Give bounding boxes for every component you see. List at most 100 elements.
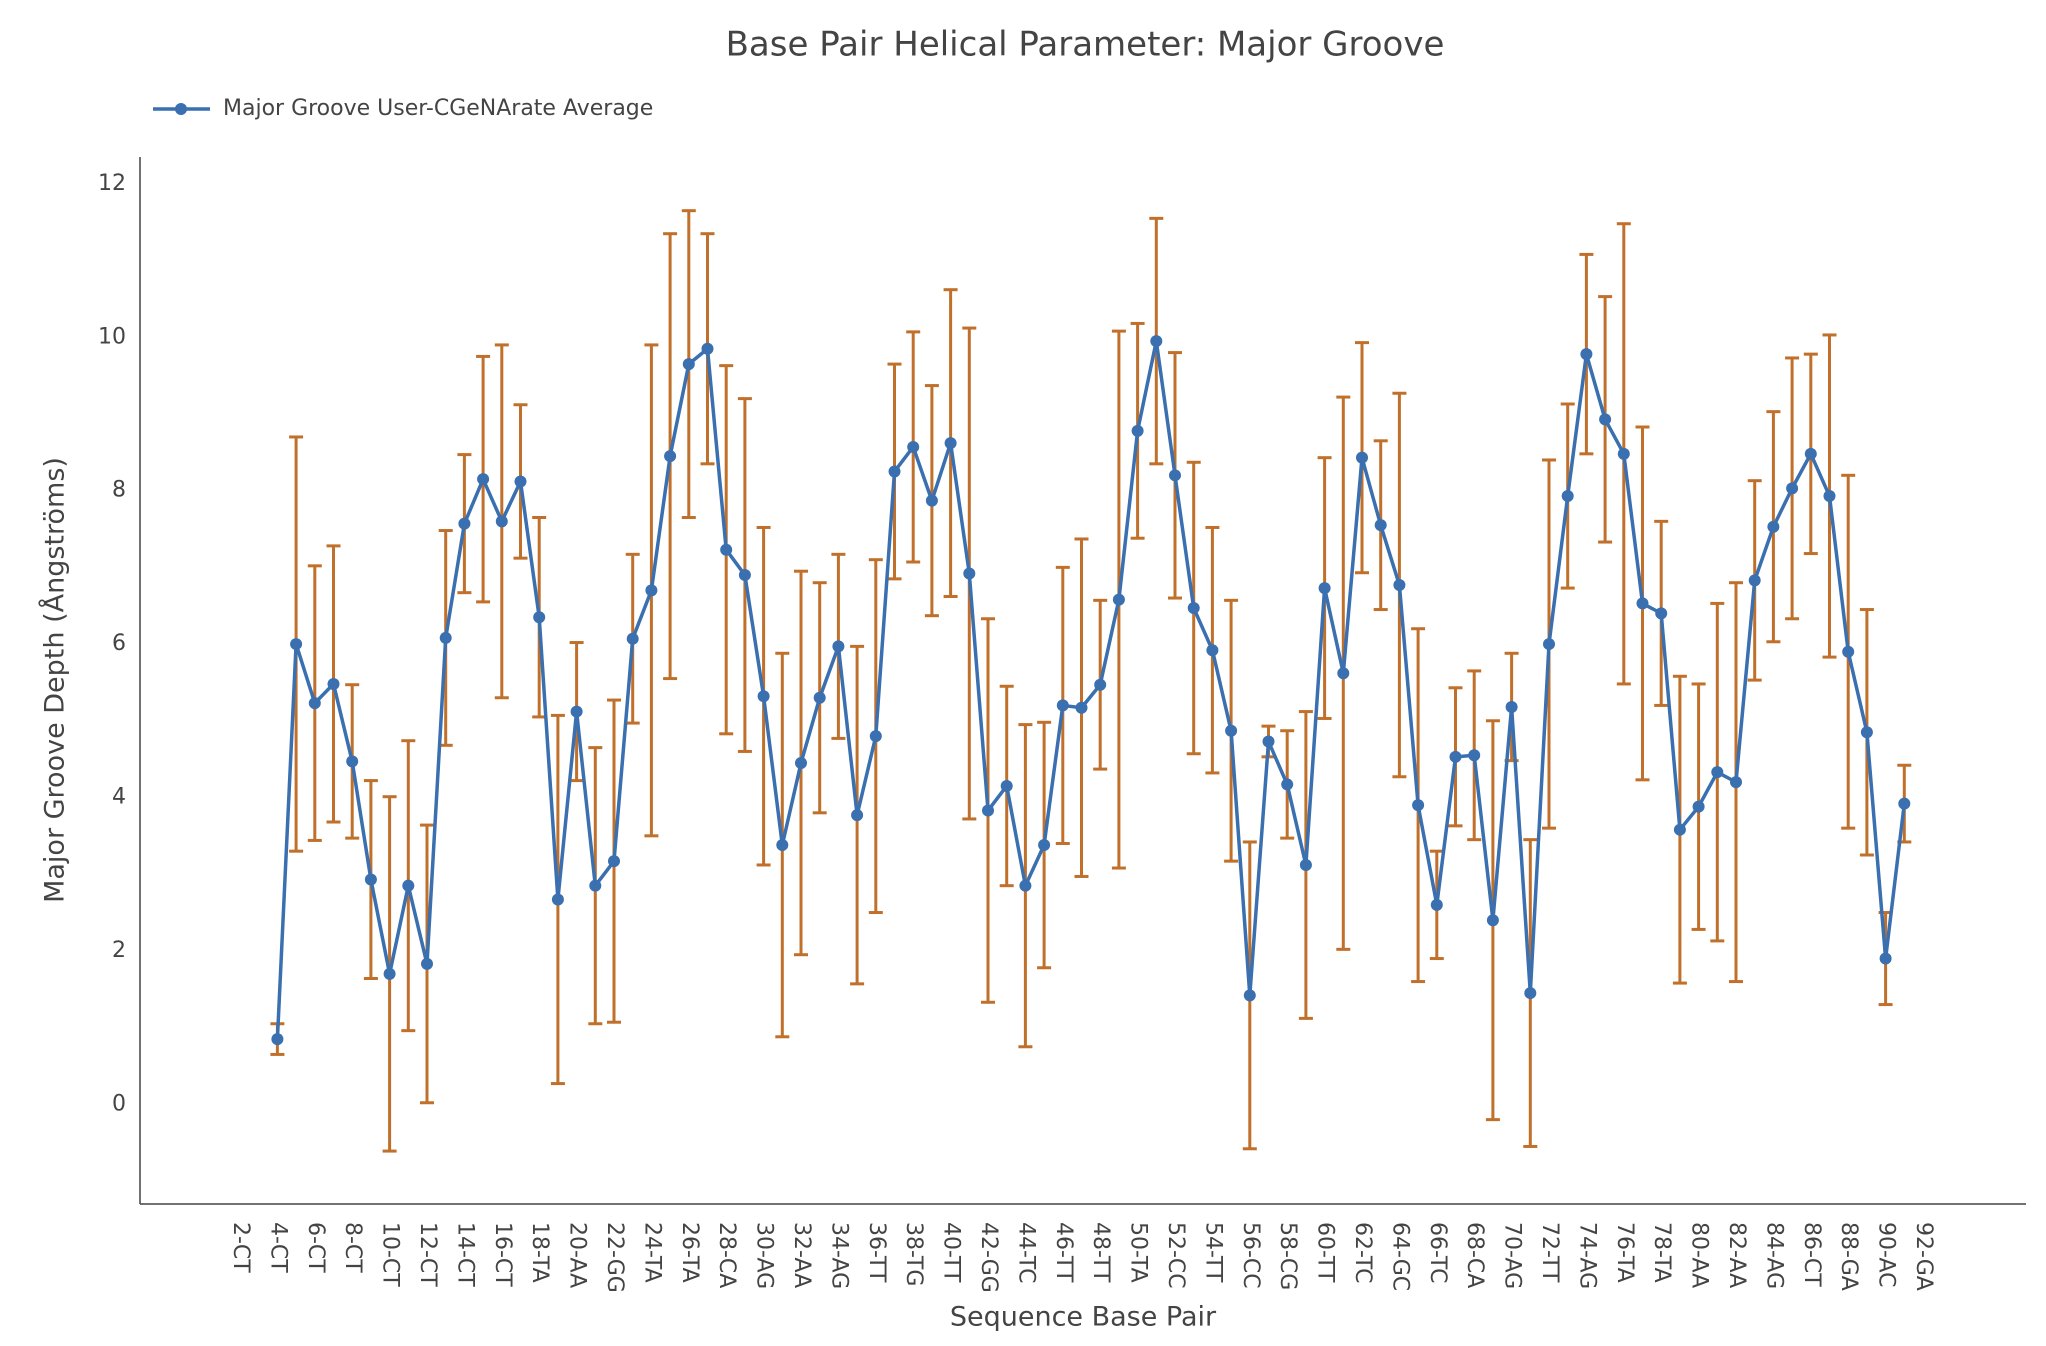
x-tick-label: 22-GG bbox=[602, 1222, 627, 1293]
x-tick-label: 52-CC bbox=[1163, 1222, 1188, 1289]
x-tick-label: 34-AG bbox=[826, 1222, 851, 1289]
chart-title: Base Pair Helical Parameter: Major Groov… bbox=[726, 25, 1445, 65]
x-tick-label: 74-AG bbox=[1574, 1222, 1599, 1289]
x-tick-label: 72-TT bbox=[1537, 1222, 1562, 1283]
data-point bbox=[944, 437, 957, 450]
data-point bbox=[813, 691, 826, 704]
data-point bbox=[888, 465, 901, 478]
data-point bbox=[664, 450, 677, 463]
data-point bbox=[570, 705, 583, 718]
x-tick-label: 18-TA bbox=[527, 1222, 552, 1283]
y-tick-label: 4 bbox=[112, 784, 126, 809]
data-point bbox=[1711, 766, 1724, 779]
data-point bbox=[1299, 858, 1312, 871]
data-point bbox=[1056, 699, 1069, 712]
data-point bbox=[421, 957, 433, 970]
y-tick-label: 0 bbox=[112, 1091, 126, 1116]
data-point bbox=[869, 730, 882, 743]
data-point bbox=[1112, 593, 1125, 606]
data-point bbox=[1673, 823, 1686, 836]
data-point bbox=[1187, 602, 1200, 615]
x-tick-label: 4-CT bbox=[265, 1222, 290, 1273]
data-point bbox=[439, 631, 452, 644]
data-point bbox=[645, 584, 658, 597]
data-point bbox=[1206, 644, 1219, 657]
data-point bbox=[1561, 490, 1574, 503]
data-point bbox=[1374, 519, 1387, 532]
x-tick-label: 82-AA bbox=[1724, 1222, 1749, 1288]
data-point bbox=[1599, 413, 1612, 426]
x-tick-label: 48-TT bbox=[1088, 1222, 1113, 1283]
x-tick-label: 84-AG bbox=[1761, 1222, 1786, 1289]
y-tick-label: 8 bbox=[112, 478, 126, 503]
data-point bbox=[1262, 735, 1275, 748]
data-point bbox=[308, 697, 321, 710]
data-point bbox=[720, 543, 733, 556]
data-point bbox=[1898, 797, 1911, 810]
x-tick-label: 80-AA bbox=[1687, 1222, 1712, 1288]
x-tick-label: 14-CT bbox=[452, 1222, 477, 1287]
data-point bbox=[738, 569, 751, 582]
data-point bbox=[757, 690, 770, 703]
data-point bbox=[1075, 701, 1088, 714]
x-tick-label: 42-GG bbox=[976, 1222, 1001, 1293]
data-point bbox=[1449, 750, 1462, 763]
x-tick-label: 78-TA bbox=[1649, 1222, 1674, 1283]
data-point bbox=[1505, 700, 1518, 713]
data-point bbox=[1823, 490, 1836, 503]
x-tick-label: 16-CT bbox=[490, 1222, 515, 1287]
data-point bbox=[271, 1033, 284, 1046]
x-tick-label: 38-TG bbox=[901, 1222, 926, 1286]
x-tick-label: 58-CG bbox=[1275, 1222, 1300, 1290]
y-tick-label: 2 bbox=[112, 938, 126, 963]
data-point bbox=[1412, 799, 1425, 812]
y-tick-label: 12 bbox=[98, 171, 126, 196]
x-tick-label: 54-TT bbox=[1200, 1222, 1225, 1283]
data-point bbox=[832, 640, 845, 653]
x-tick-label: 88-GA bbox=[1836, 1222, 1861, 1291]
data-point bbox=[1730, 776, 1742, 789]
x-tick-label: 46-TT bbox=[1051, 1222, 1076, 1283]
x-tick-label: 62-TC bbox=[1350, 1222, 1375, 1283]
x-tick-label: 10-CT bbox=[378, 1222, 403, 1287]
data-point bbox=[1430, 898, 1443, 911]
data-point bbox=[1767, 520, 1780, 533]
x-tick-label: 66-TC bbox=[1425, 1222, 1450, 1283]
data-point bbox=[1094, 678, 1107, 691]
x-tick-label: 36-TT bbox=[864, 1222, 889, 1283]
data-point bbox=[1524, 987, 1537, 1000]
x-tick-label: 76-TA bbox=[1612, 1222, 1637, 1283]
data-point bbox=[963, 567, 976, 580]
data-point bbox=[1860, 726, 1873, 739]
x-axis-title: Sequence Base Pair bbox=[950, 1302, 1217, 1333]
legend-marker bbox=[175, 103, 187, 115]
data-point bbox=[1150, 335, 1163, 348]
x-tick-label: 44-TC bbox=[1013, 1222, 1038, 1283]
data-point bbox=[1543, 638, 1555, 651]
x-tick-label: 68-CA bbox=[1462, 1222, 1487, 1288]
data-point bbox=[701, 342, 714, 355]
data-point bbox=[907, 440, 920, 453]
data-point bbox=[1337, 667, 1350, 680]
data-point bbox=[327, 677, 340, 690]
x-tick-label: 90-AC bbox=[1874, 1222, 1899, 1287]
x-tick-label: 26-TA bbox=[677, 1222, 702, 1283]
x-tick-label: 28-CA bbox=[714, 1222, 739, 1288]
data-point bbox=[1748, 574, 1761, 587]
data-point bbox=[1692, 800, 1705, 813]
data-point bbox=[795, 756, 807, 769]
data-point bbox=[851, 809, 864, 822]
data-point bbox=[1580, 348, 1593, 361]
x-tick-label: 40-TT bbox=[939, 1222, 964, 1283]
y-axis-title: Major Groove Depth (Ångströms) bbox=[39, 457, 71, 903]
data-point bbox=[1038, 839, 1051, 852]
data-point bbox=[1019, 879, 1032, 892]
data-point bbox=[626, 632, 639, 645]
series-line bbox=[275, 339, 1907, 1040]
data-point bbox=[1356, 451, 1368, 464]
x-tick-label: 8-CT bbox=[340, 1222, 365, 1273]
x-tick-label: 60-TT bbox=[1313, 1222, 1338, 1283]
y-tick-label: 10 bbox=[98, 324, 126, 349]
data-point bbox=[346, 755, 359, 768]
data-point bbox=[1000, 779, 1013, 792]
